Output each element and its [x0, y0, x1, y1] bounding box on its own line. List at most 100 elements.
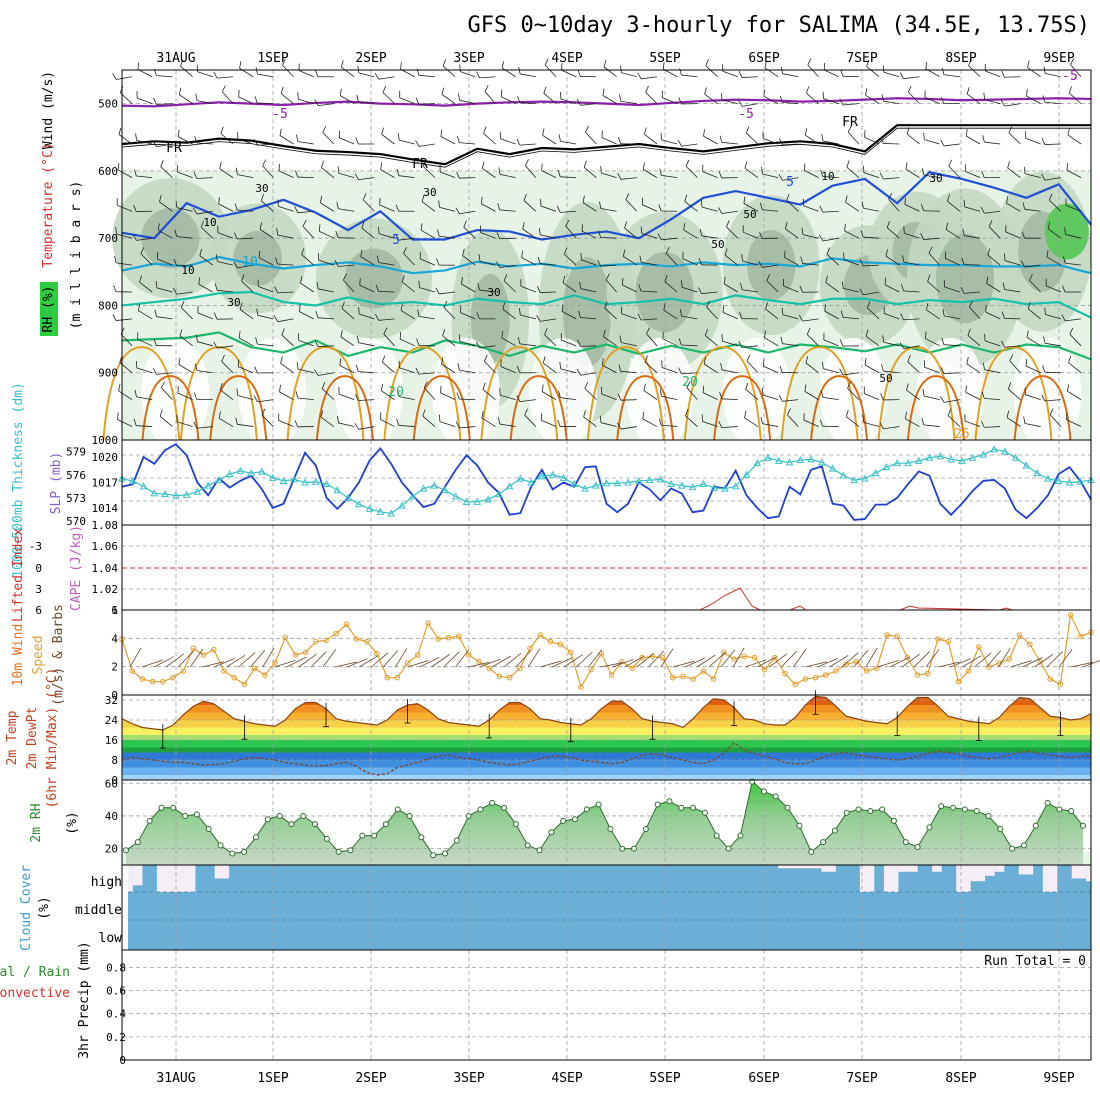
wind-barb — [197, 341, 213, 347]
surface-barb — [226, 655, 246, 668]
wind-barb — [197, 312, 213, 320]
isotherm-30 — [616, 375, 675, 441]
wind-speed-marker — [1057, 681, 1064, 688]
rh-marker — [784, 804, 791, 811]
temp-band — [122, 740, 1091, 748]
thickness-tick: 573 — [66, 492, 86, 505]
thickness-marker — [441, 486, 449, 494]
wind-barb-flag — [301, 247, 305, 255]
wind-barb-flag — [295, 170, 299, 178]
wind-barb-flag — [881, 364, 884, 372]
wind-barb — [883, 143, 900, 145]
wind-barb-flag — [114, 255, 117, 263]
wind-barb-flag — [825, 275, 828, 283]
thickness-marker — [1065, 478, 1074, 486]
wind-barb-flag — [302, 219, 307, 227]
wind-barb-flag — [457, 363, 460, 371]
surface-barb — [950, 658, 971, 668]
wind-barb-flag — [899, 72, 904, 79]
wind-barb — [219, 417, 234, 427]
wind-barb-flag — [625, 193, 630, 200]
wind-barb — [580, 317, 597, 320]
wind-barb-flag — [806, 327, 811, 335]
wind-barb-flag — [819, 205, 824, 213]
wind-barb — [600, 208, 617, 212]
wind-barb-flag — [660, 389, 662, 397]
wind-barb — [561, 311, 577, 320]
surface-barb — [431, 654, 450, 668]
wind-barb-flag — [864, 357, 867, 366]
thickness-marker — [419, 484, 428, 492]
thickness-marker — [742, 470, 751, 478]
wind-barb — [499, 209, 516, 212]
isotherm-30 — [141, 375, 200, 441]
wind-barb-flag — [618, 364, 622, 372]
wind-speed-marker — [353, 636, 360, 642]
bottom-day-tick: 1SEP — [257, 1071, 288, 1086]
wind-barb — [1004, 260, 1021, 266]
warm-gap — [625, 337, 694, 448]
wind-barb — [842, 316, 859, 320]
wind-barb — [157, 258, 173, 266]
surface-barb — [732, 647, 745, 668]
rh-marker — [701, 809, 708, 816]
thickness-tick: 570 — [66, 515, 86, 528]
thickness-marker — [548, 470, 557, 478]
rh-marker — [205, 826, 212, 833]
wind-barb — [1066, 419, 1082, 427]
rh-marker — [406, 812, 413, 819]
wind-barb-flag — [880, 136, 884, 144]
wind-speed-marker — [659, 654, 666, 661]
cape-axis-label: CAPE (J/kg) — [69, 525, 84, 611]
wind-barb — [282, 64, 294, 78]
wind-barb-flag — [456, 392, 460, 400]
wind-speed-marker — [863, 668, 870, 674]
rh-marker — [808, 848, 815, 855]
wind-barb-flag — [622, 277, 624, 286]
thickness-marker — [871, 469, 880, 477]
wind-speed-marker — [670, 674, 676, 681]
bottom-day-tick: 2SEP — [355, 1071, 386, 1086]
wind-barb-flag — [315, 70, 319, 77]
warm-gap — [916, 337, 985, 448]
wind-barb-flag — [383, 327, 388, 335]
wind-barb — [258, 286, 274, 293]
wind-barb-flag — [882, 65, 885, 73]
wind-barb-flag — [403, 247, 407, 254]
wind-barb-flag — [462, 248, 465, 256]
wind-barb-flag — [499, 388, 501, 396]
wind-barb — [159, 201, 173, 212]
wind-barb — [421, 201, 436, 212]
wind-speed-marker — [639, 654, 646, 661]
isotherm-30 — [1013, 375, 1072, 441]
wind-barb-flag — [1026, 330, 1029, 338]
wind-barb-flag — [261, 408, 266, 416]
wind-barb — [721, 210, 738, 214]
isotherm-30 — [315, 375, 374, 441]
wind-barb-flag — [483, 354, 488, 362]
warm-gap — [819, 337, 888, 448]
wind-barb — [179, 335, 193, 347]
rh-marker — [217, 842, 224, 849]
wind-barb — [863, 236, 880, 239]
wind-frame — [121, 609, 1092, 696]
wind-barb — [418, 344, 435, 347]
wind-barb — [923, 174, 940, 179]
wind-barb-flag — [941, 337, 945, 345]
wind-barb-flag — [498, 167, 501, 175]
wind-barb-flag — [178, 87, 182, 95]
top-day-tick: 6SEP — [748, 51, 779, 66]
wind-barb-flag — [543, 86, 547, 94]
cloud-pct-label: (%) — [37, 896, 52, 919]
rh-marker — [300, 812, 307, 819]
thickness-marker — [311, 477, 320, 485]
wind-barb — [1044, 101, 1061, 105]
wind-barb — [520, 73, 536, 78]
wind-barb-flag — [256, 308, 259, 316]
wind-barb — [217, 345, 234, 349]
dewpt-line — [121, 741, 1091, 776]
thickness-marker — [957, 456, 966, 464]
wind-barb-flag — [980, 206, 985, 214]
wind-barb — [439, 291, 456, 295]
wind-barb — [864, 364, 880, 374]
